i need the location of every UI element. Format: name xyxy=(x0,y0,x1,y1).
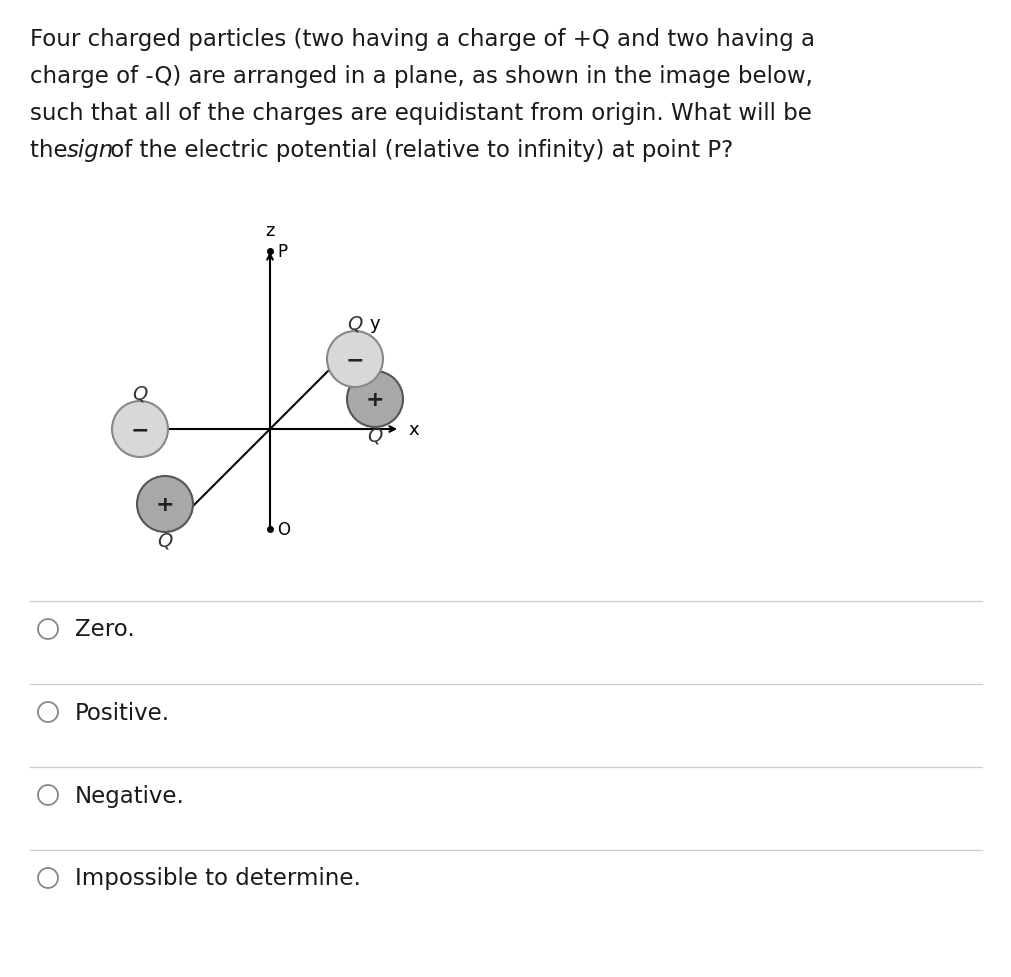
Text: Q: Q xyxy=(367,426,382,446)
Circle shape xyxy=(327,331,382,388)
Text: Negative.: Negative. xyxy=(75,784,185,807)
Text: −: − xyxy=(130,419,150,440)
Text: x: x xyxy=(407,420,419,439)
Text: O: O xyxy=(277,521,290,538)
Circle shape xyxy=(347,371,402,428)
Circle shape xyxy=(136,477,193,532)
Text: the: the xyxy=(30,139,75,162)
Circle shape xyxy=(38,869,58,888)
Text: +: + xyxy=(365,390,384,409)
Text: Impossible to determine.: Impossible to determine. xyxy=(75,867,361,890)
Text: Q: Q xyxy=(132,384,148,404)
Text: −: − xyxy=(346,350,364,369)
Text: Zero.: Zero. xyxy=(75,617,134,641)
Text: P: P xyxy=(277,242,287,261)
Circle shape xyxy=(38,702,58,722)
Text: Four charged particles (two having a charge of +Q and two having a: Four charged particles (two having a cha… xyxy=(30,28,814,51)
Circle shape xyxy=(38,786,58,805)
Text: +: + xyxy=(156,494,174,515)
Text: sign: sign xyxy=(67,139,113,162)
Text: of the electric potential (relative to infinity) at point P?: of the electric potential (relative to i… xyxy=(103,139,732,162)
Circle shape xyxy=(112,402,168,457)
Text: Positive.: Positive. xyxy=(75,701,170,724)
Text: y: y xyxy=(370,315,380,333)
Text: Q: Q xyxy=(347,315,362,333)
Text: Q: Q xyxy=(157,531,173,550)
Circle shape xyxy=(38,619,58,639)
Text: z: z xyxy=(265,222,274,239)
Text: charge of -Q) are arranged in a plane, as shown in the image below,: charge of -Q) are arranged in a plane, a… xyxy=(30,64,812,88)
Text: such that all of the charges are equidistant from origin. What will be: such that all of the charges are equidis… xyxy=(30,102,811,125)
